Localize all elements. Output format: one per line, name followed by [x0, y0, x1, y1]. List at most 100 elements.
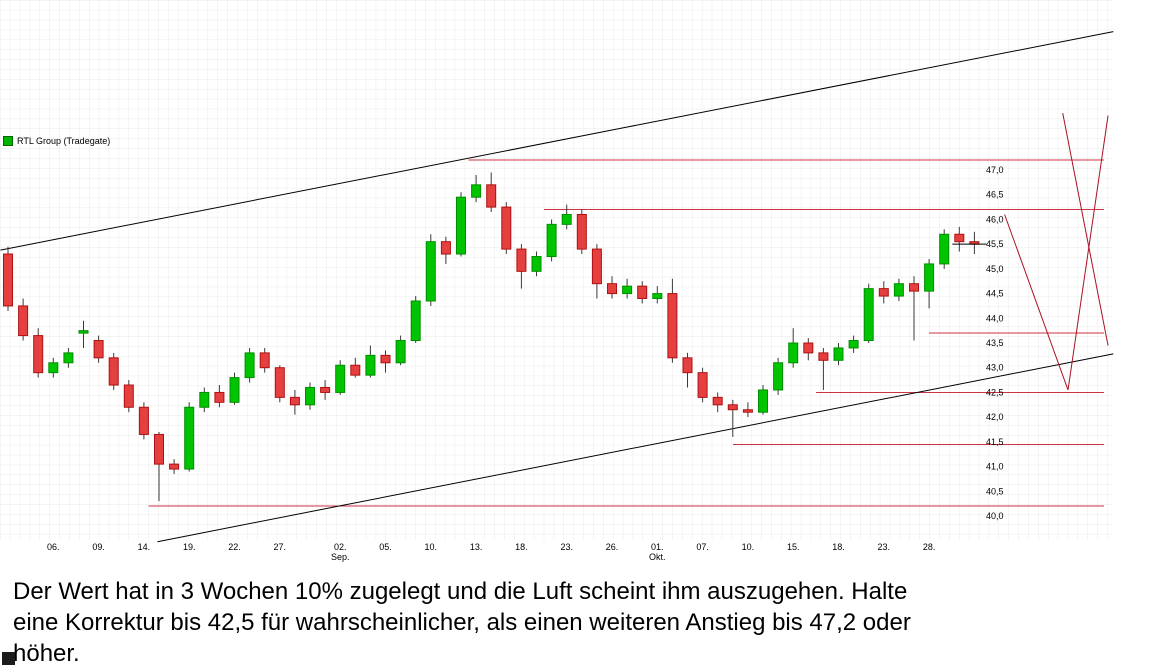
- candle-body: [727, 404, 738, 411]
- candle-body: [773, 362, 784, 391]
- candle-body: [486, 184, 497, 208]
- candle-body: [682, 357, 693, 374]
- y-axis-label: 44,5: [986, 289, 1004, 299]
- x-axis-label: 18.: [832, 542, 845, 552]
- chart-legend: RTL Group (Tradegate): [3, 136, 110, 146]
- candle-body: [259, 352, 270, 369]
- trend-channel-line: [157, 353, 1114, 543]
- grid-background: [0, 0, 1113, 540]
- candle-body: [425, 241, 436, 302]
- x-axis-month-label: Okt.: [649, 552, 666, 562]
- candle-body: [848, 340, 859, 349]
- candle-body: [335, 364, 346, 393]
- candle-body: [909, 283, 919, 292]
- x-axis-label: 15.: [787, 542, 800, 552]
- candle-body: [863, 288, 874, 342]
- candle-body: [697, 372, 708, 398]
- candle-body: [637, 285, 648, 300]
- candle-body: [320, 386, 331, 393]
- x-axis-label: 22.: [228, 542, 241, 552]
- y-axis-label: 45,0: [986, 264, 1004, 274]
- x-axis-label: 28.: [923, 542, 936, 552]
- y-axis-label: 40,5: [986, 486, 1004, 496]
- candle-body: [305, 386, 315, 406]
- candle-body: [788, 342, 799, 364]
- legend-label: RTL Group (Tradegate): [17, 136, 111, 146]
- x-axis-label: 02.: [334, 542, 347, 552]
- candle-body: [878, 288, 889, 297]
- y-axis-label: 45,5: [986, 239, 1004, 249]
- candle-body: [440, 241, 451, 255]
- y-axis-label: 41,0: [986, 462, 1004, 472]
- legend-marker-icon: [3, 136, 13, 146]
- candle-body: [63, 352, 74, 364]
- x-axis-label: 10.: [742, 542, 755, 552]
- candle-body: [576, 213, 587, 250]
- x-axis-label: 19.: [183, 542, 196, 552]
- x-axis-label: 09.: [92, 542, 105, 552]
- x-axis-label: 10.: [425, 542, 438, 552]
- candle-body: [229, 377, 240, 403]
- projection-line: [1062, 113, 1109, 346]
- y-axis-label: 43,5: [986, 338, 1004, 348]
- y-axis-label: 40,0: [986, 511, 1004, 521]
- x-axis-label: 26.: [606, 542, 619, 552]
- commentary-line: Der Wert hat in 3 Wochen 10% zugelegt un…: [13, 578, 908, 605]
- candle-body: [939, 233, 950, 265]
- trend-channel-line: [0, 31, 1114, 251]
- candle-body: [501, 206, 512, 250]
- candle-body: [516, 248, 527, 272]
- candle-body: [667, 293, 678, 359]
- candle-body: [350, 364, 361, 376]
- candle-body: [561, 213, 572, 225]
- y-axis-label: 42,5: [986, 387, 1004, 397]
- candle-body: [456, 196, 466, 255]
- x-axis-label: 14.: [138, 542, 151, 552]
- candle-body: [289, 396, 300, 406]
- y-axis-label: 47,0: [986, 165, 1004, 175]
- candle-body: [93, 340, 104, 359]
- x-axis-label: 27.: [274, 542, 287, 552]
- candle-body: [924, 263, 935, 292]
- candle-body: [123, 384, 134, 408]
- candle-body: [546, 223, 557, 258]
- candle-body: [138, 406, 149, 435]
- candle-body: [893, 283, 904, 297]
- candle-body: [833, 347, 844, 361]
- candle-body: [169, 463, 180, 470]
- candle-body: [622, 285, 633, 295]
- candle-body: [818, 352, 829, 361]
- x-axis-label: 23.: [878, 542, 891, 552]
- x-axis-label: 01.: [651, 542, 664, 552]
- x-axis-label: 23.: [560, 542, 573, 552]
- candle-body: [471, 184, 482, 198]
- y-axis-label: 43,0: [986, 363, 1004, 373]
- candle-body: [954, 233, 965, 243]
- candle-body: [591, 248, 602, 285]
- candle-body: [48, 362, 59, 374]
- y-axis-label: 46,0: [986, 214, 1004, 224]
- commentary-line: höher.: [13, 640, 80, 667]
- candle-body: [607, 283, 617, 295]
- projection-line: [1067, 115, 1109, 391]
- candle-body: [712, 396, 723, 406]
- x-axis-label: 07.: [696, 542, 709, 552]
- commentary-line: eine Korrektur bis 42,5 für wahrscheinli…: [13, 609, 911, 636]
- candle-body: [803, 342, 814, 354]
- y-axis-label: 46,5: [986, 190, 1004, 200]
- y-axis-label: 44,0: [986, 313, 1004, 323]
- footer-marker: [2, 652, 15, 665]
- x-axis-label: 13.: [470, 542, 483, 552]
- candle-body: [154, 433, 164, 465]
- candle-body: [652, 293, 663, 300]
- candle-body: [531, 256, 542, 272]
- x-axis-month-label: Sep.: [331, 552, 350, 562]
- candle-body: [742, 409, 753, 413]
- candle-body: [214, 391, 225, 403]
- candle-body: [274, 367, 285, 398]
- candle-body: [395, 340, 406, 364]
- x-axis-label: 06.: [47, 542, 60, 552]
- candlestick-chart: 47,0 46,5 46,0 45,5 45,0 44,5 44,0 43,5 43,0 42,5…: [0, 0, 1114, 562]
- candle-body: [380, 354, 391, 364]
